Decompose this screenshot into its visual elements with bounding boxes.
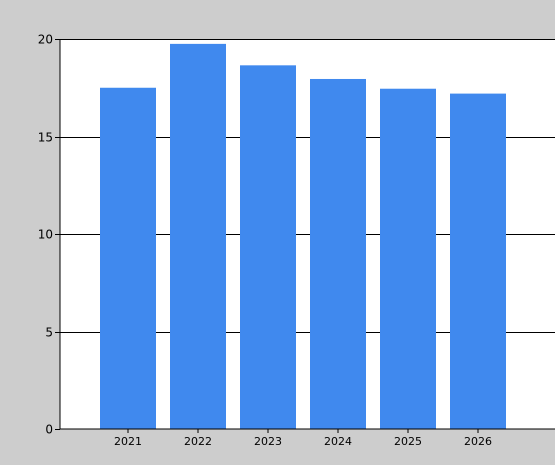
bar-2023 [240,65,296,429]
y-tick-labels: 0 5 10 15 20 [38,33,60,437]
y-tick-label: 10 [38,228,53,242]
x-tick-label: 2025 [394,435,422,448]
bars [100,43,506,429]
y-tick-label: 20 [38,33,53,47]
bar-2024 [310,78,366,429]
bar-2026 [450,93,506,429]
bar-2022 [170,43,226,429]
x-tick-label: 2022 [184,435,212,448]
y-tick-label: 0 [45,423,53,437]
y-tick-label: 15 [38,131,53,145]
x-tick-label: 2023 [254,435,282,448]
x-tick-label: 2026 [464,435,492,448]
y-tick-label: 5 [45,326,53,340]
x-tick-label: 2021 [114,435,142,448]
bar-2021 [100,87,156,429]
x-tick-label: 2024 [324,435,352,448]
bar-2025 [380,88,436,429]
x-tick-labels: 2021 2022 2023 2024 2025 2026 [114,429,492,448]
